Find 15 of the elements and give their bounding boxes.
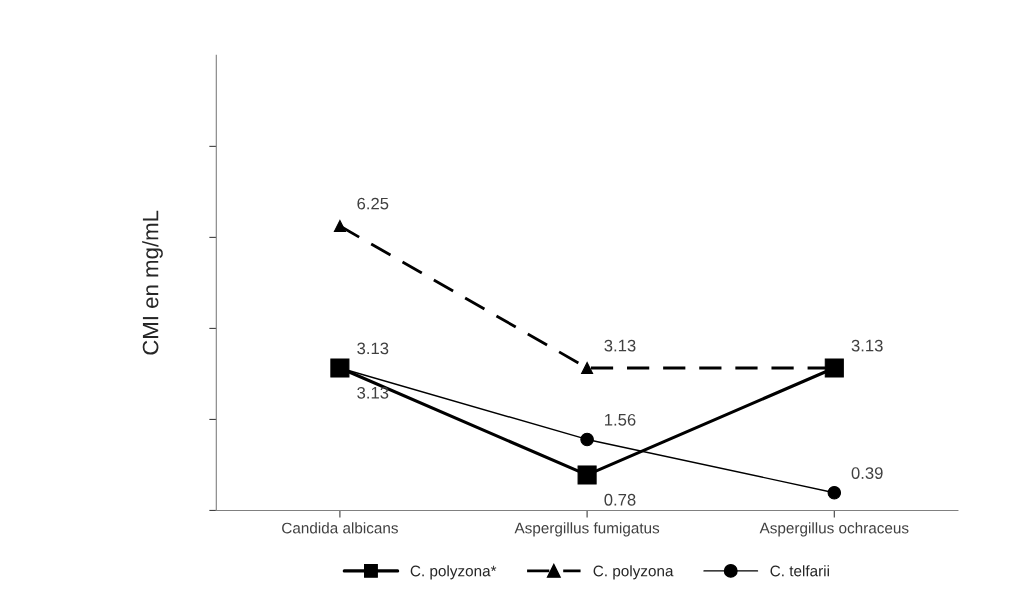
y-axis-title: CMI en mg/mL [142, 210, 163, 355]
data-label: 3.13 [357, 386, 389, 399]
legend-label: C. polyzona [593, 565, 674, 580]
data-label: 0.39 [851, 467, 883, 479]
data-label: 3.13 [357, 342, 389, 355]
data-label: 6.25 [357, 197, 389, 210]
data-label: 0.78 [604, 493, 636, 506]
x-tick-label: Aspergillus fumigatus [514, 522, 660, 537]
data-label: 1.56 [605, 413, 636, 426]
legend-label: C. polyzona* [410, 565, 497, 580]
x-tick-label: Candida albicans [282, 522, 398, 534]
data-label: 3.13 [604, 339, 636, 352]
x-tick-label: Aspergillus ochraceus [759, 522, 909, 537]
legend-label: C. telfarii [770, 565, 829, 577]
data-label: 3.13 [851, 339, 883, 352]
